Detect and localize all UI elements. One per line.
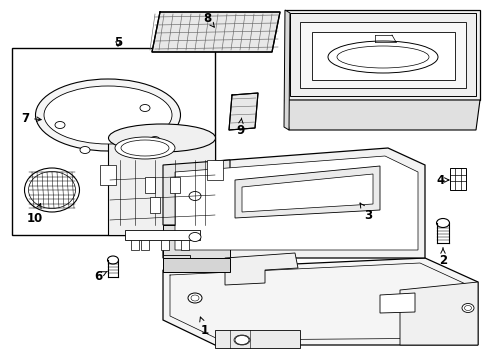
Ellipse shape [28,171,75,208]
Polygon shape [225,253,298,285]
Polygon shape [235,166,380,218]
Ellipse shape [337,46,429,68]
Ellipse shape [121,140,169,156]
Ellipse shape [35,79,180,151]
Polygon shape [400,282,478,345]
Polygon shape [284,10,290,130]
Ellipse shape [437,219,449,228]
Text: 3: 3 [360,203,372,221]
Polygon shape [207,160,223,180]
Text: 6: 6 [94,270,107,283]
Ellipse shape [80,147,90,153]
Text: 10: 10 [27,204,43,225]
Polygon shape [285,10,480,100]
Polygon shape [161,240,169,250]
Polygon shape [131,240,139,250]
Ellipse shape [107,256,119,264]
Polygon shape [163,225,230,258]
Text: 8: 8 [203,12,214,27]
Polygon shape [229,93,258,130]
Polygon shape [125,230,200,240]
Polygon shape [312,32,455,80]
Ellipse shape [55,122,65,129]
Text: 1: 1 [200,317,209,337]
Ellipse shape [328,41,438,73]
Ellipse shape [234,335,250,345]
Polygon shape [450,168,466,190]
Polygon shape [163,160,230,225]
Ellipse shape [189,233,201,242]
Polygon shape [380,293,415,313]
Polygon shape [152,12,280,52]
Ellipse shape [108,124,216,152]
Polygon shape [12,48,215,235]
Text: 2: 2 [439,248,447,266]
Polygon shape [175,156,418,250]
Ellipse shape [465,306,471,310]
Text: 5: 5 [114,36,122,49]
Polygon shape [163,258,230,272]
Ellipse shape [191,295,199,301]
Polygon shape [108,138,215,235]
Polygon shape [163,258,478,345]
Polygon shape [215,330,300,348]
Polygon shape [100,165,116,185]
Polygon shape [141,240,149,250]
Polygon shape [242,174,373,212]
Polygon shape [150,197,160,213]
Polygon shape [170,177,180,193]
Ellipse shape [188,293,202,303]
Ellipse shape [115,137,175,159]
Polygon shape [285,100,480,130]
Ellipse shape [24,168,79,212]
Ellipse shape [44,86,172,144]
Ellipse shape [235,336,249,345]
Polygon shape [290,13,476,96]
Ellipse shape [462,303,474,312]
Polygon shape [181,240,189,250]
Polygon shape [145,177,155,193]
Polygon shape [163,148,425,258]
Ellipse shape [189,192,201,201]
Ellipse shape [150,136,160,144]
Ellipse shape [140,104,150,112]
Polygon shape [163,255,190,262]
Text: 4: 4 [437,174,449,186]
Text: 7: 7 [21,112,41,125]
Polygon shape [300,22,466,88]
Text: 9: 9 [236,118,244,136]
